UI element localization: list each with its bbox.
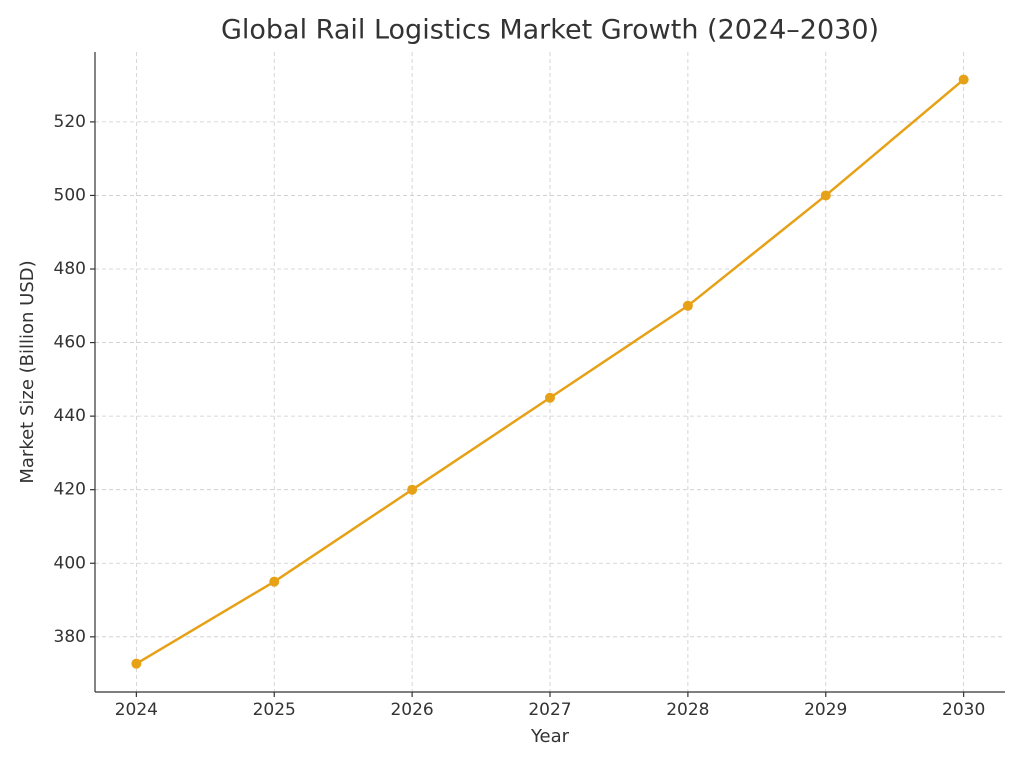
y-tick-label: 380 bbox=[54, 627, 86, 647]
y-tick-label: 420 bbox=[54, 480, 86, 500]
x-tick-label: 2026 bbox=[390, 700, 433, 720]
x-tick-label: 2025 bbox=[253, 700, 296, 720]
y-tick-label: 520 bbox=[54, 112, 86, 132]
marker bbox=[820, 190, 831, 201]
x-tick-label: 2024 bbox=[115, 700, 158, 720]
y-axis-label: Market Size (Billion USD) bbox=[17, 260, 38, 483]
marker bbox=[545, 392, 555, 403]
y-tick-label: 440 bbox=[54, 406, 86, 426]
y-tick-label: 500 bbox=[54, 185, 86, 205]
x-tick-label: 2030 bbox=[942, 700, 985, 720]
y-tick-label: 480 bbox=[54, 259, 86, 279]
marker bbox=[269, 576, 280, 587]
marker bbox=[682, 300, 693, 311]
x-tick-label: 2028 bbox=[666, 700, 709, 720]
marker bbox=[958, 74, 969, 85]
y-tick-label: 460 bbox=[54, 333, 86, 353]
x-tick-label: 2029 bbox=[804, 700, 847, 720]
chart-title: Global Rail Logistics Market Growth (202… bbox=[221, 15, 879, 46]
marker bbox=[131, 658, 142, 669]
marker bbox=[407, 484, 418, 495]
y-tick-label: 400 bbox=[54, 553, 86, 573]
x-axis-label: Year bbox=[530, 726, 570, 747]
x-tick-label: 2027 bbox=[528, 700, 571, 720]
